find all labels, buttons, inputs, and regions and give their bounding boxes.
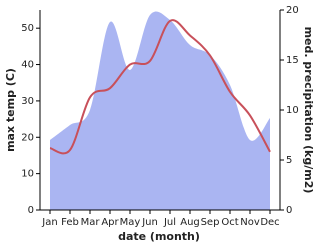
y-tick-label: 30	[21, 96, 34, 107]
x-tick-label: Jul	[163, 217, 176, 228]
y-tick-label: 40	[21, 60, 34, 71]
y2-tick-label: 5	[286, 155, 292, 166]
temp-line	[49, 19, 271, 155]
x-tick-label: Feb	[61, 217, 79, 228]
x-tick-label: Sep	[201, 217, 220, 228]
y-tick-label: 0	[28, 205, 34, 216]
y-tick-label: 10	[21, 169, 34, 180]
y-axis-label: max temp (C)	[4, 68, 17, 152]
x-tick-label: Mar	[81, 217, 101, 228]
x-tick-label: May	[120, 217, 141, 228]
precipitation-area	[50, 11, 270, 211]
x-tick-label: Jan	[41, 217, 57, 228]
x-tick-label: Apr	[101, 217, 119, 228]
y-tick-label: 50	[21, 23, 34, 34]
x-tick-label: Dec	[260, 217, 279, 228]
y2-tick-label: 0	[286, 205, 292, 216]
x-axis-label: date (month)	[118, 230, 200, 243]
x-tick-label: Oct	[221, 217, 238, 228]
x-tick-label: Nov	[240, 217, 260, 228]
x-tick-label: Jun	[141, 217, 158, 228]
y-tick-label: 20	[21, 132, 34, 143]
y2-tick-label: 20	[286, 5, 299, 16]
y2-tick-label: 10	[286, 105, 299, 116]
x-tick-label: Aug	[180, 217, 200, 228]
y2-tick-label: 15	[286, 55, 299, 66]
y2-axis-label: med. precipitation (kg/m2)	[302, 27, 315, 194]
